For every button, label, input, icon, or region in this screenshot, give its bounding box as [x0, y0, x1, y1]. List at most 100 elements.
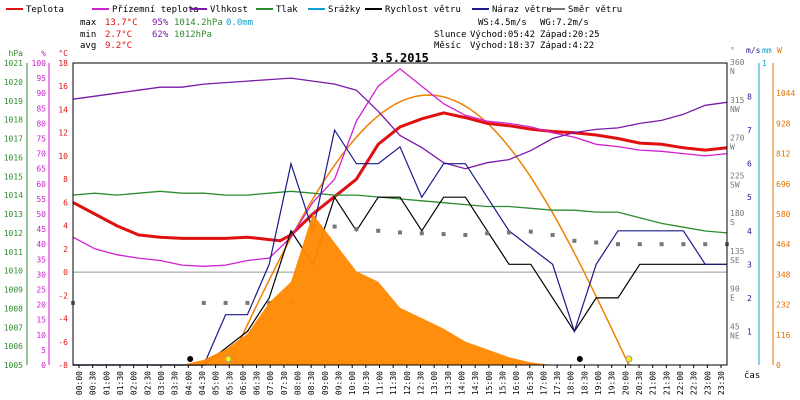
pct-axis-tick-label: 70	[36, 150, 46, 159]
pct-axis-tick-label: 10	[36, 331, 46, 340]
dir-tick-letter: SE	[730, 256, 740, 265]
wind-dir-point	[441, 232, 446, 237]
sunset-marker	[625, 355, 633, 363]
wm2-tick-label: 928	[776, 119, 791, 128]
sun-rise: Východ:05:42	[470, 30, 535, 40]
x-tick-label: 19:00	[594, 371, 603, 395]
moonrise-marker	[576, 356, 583, 362]
pct-axis-tick-label: 80	[36, 119, 46, 128]
hpa-axis-tick-label: 1018	[4, 116, 23, 125]
x-tick-label: 01:30	[116, 371, 125, 395]
x-tick-label: 10:00	[348, 371, 357, 395]
dir-tick-letter: SW	[730, 180, 740, 189]
pct-axis-tick-label: 90	[36, 89, 46, 98]
legend: Teplota Přízemní teplota Vlhkost Tlak Srážky…	[6, 5, 622, 15]
x-tick-label: 05:30	[225, 371, 234, 395]
dir-tick-label: 360	[730, 58, 745, 67]
dir-tick-label: 270	[730, 134, 745, 143]
legend-label: Srážky	[328, 5, 361, 15]
hpa-axis-unit: hPa	[9, 49, 24, 58]
ms-tick-label: 6	[747, 160, 752, 169]
wm2-tick-label: 464	[776, 240, 791, 249]
x-tick-label: 22:30	[690, 371, 699, 395]
pct-axis-tick-label: 15	[36, 316, 46, 325]
stat-min-press: 1012hPa	[174, 30, 212, 40]
wind-dir-point	[485, 231, 490, 236]
legend-label: Náraz větru	[492, 5, 552, 15]
x-tick-label: 02:00	[130, 371, 139, 395]
stat-max-rain: 0.0mm	[226, 18, 253, 28]
x-tick-label: 14:30	[471, 371, 480, 395]
wind-dir-point	[201, 300, 206, 305]
series-line	[72, 67, 728, 267]
dir-tick-label: 135	[730, 247, 745, 256]
x-tick-label: 17:30	[553, 371, 562, 395]
series-line	[73, 195, 727, 366]
wind-dir-point	[507, 230, 511, 235]
wm2-tick-label: 0	[776, 361, 781, 370]
x-tick-label: 10:30	[362, 371, 371, 395]
pct-axis-tick-label: 45	[36, 225, 46, 234]
hpa-axis-tick-label: 1021	[4, 59, 23, 68]
x-tick-label: 11:30	[389, 371, 398, 395]
x-tick-label: 12:30	[416, 371, 425, 395]
series-line	[73, 128, 727, 366]
temp-axis-tick-label: -8	[58, 361, 68, 370]
x-tick-label: 04:30	[198, 371, 207, 395]
x-tick-label: 22:00	[676, 371, 685, 395]
hpa-axis-tick-label: 1006	[4, 342, 23, 351]
dir-tick-label: 315	[730, 96, 745, 105]
dir-tick-letter: NW	[730, 105, 740, 114]
temp-axis-tick-label: 18	[58, 59, 68, 68]
stat-avg-temp: 9.2°C	[105, 41, 132, 51]
plot-area	[71, 67, 729, 366]
x-tick-label: 05:00	[212, 371, 221, 395]
wm2-tick-label: 232	[776, 301, 791, 310]
temp-axis-tick-label: -6	[58, 338, 68, 347]
ms-tick-label: 1	[747, 327, 752, 336]
x-tick-label: 06:30	[253, 371, 262, 395]
hpa-axis-tick-label: 1013	[4, 210, 23, 219]
x-tick-label: 23:00	[703, 371, 712, 395]
wind-dir-point	[223, 300, 228, 305]
hpa-axis-tick-label: 1007	[4, 323, 23, 332]
stat-max-hum: 95%	[152, 18, 169, 28]
stat-max-press: 1014.2hPa	[174, 18, 223, 28]
temp-axis-tick-label: 6	[63, 198, 68, 207]
wind-dir-point	[572, 238, 577, 243]
wind-dir-point	[637, 242, 642, 247]
x-tick-label: 12:00	[403, 371, 412, 395]
pct-axis-tick-label: 0	[41, 361, 46, 370]
pct-axis-tick-label: 30	[36, 270, 46, 279]
x-tick-label: 00:00	[75, 371, 84, 395]
pct-axis-tick-label: 40	[36, 240, 46, 249]
series-line	[72, 111, 728, 243]
wind-dir-point	[616, 242, 620, 247]
x-tick-label: 18:30	[580, 371, 589, 395]
dir-tick-label: 90	[730, 285, 740, 294]
x-tick-label: 00:30	[89, 371, 98, 395]
x-tick-label: 11:00	[376, 371, 385, 395]
x-tick-label: 20:00	[621, 371, 630, 395]
x-tick-label: 18:00	[567, 371, 576, 395]
dir-tick-label: 225	[730, 171, 745, 180]
legend-label: Teplota	[26, 5, 64, 15]
ms-tick-label: 3	[747, 260, 752, 269]
hpa-axis-tick-label: 1005	[4, 361, 23, 370]
wind-dir-point	[659, 242, 664, 247]
temp-axis-tick-label: 14	[58, 105, 68, 114]
pct-axis-tick-label: 100	[32, 59, 47, 68]
wind-dir-point	[332, 224, 337, 229]
wind-ws: WS:4.5m/s	[478, 18, 527, 28]
ms-tick-label: 2	[747, 294, 752, 303]
stats-panel: max 13.7°C 95% 1014.2hPa 0.0mm min 2.7°C…	[80, 18, 600, 51]
wind-dir-point	[681, 242, 686, 247]
stat-min-label: min	[80, 30, 96, 40]
temp-axis-tick-label: -4	[58, 315, 68, 324]
x-tick-label: 20:30	[635, 371, 644, 395]
ms-tick-label: 5	[747, 193, 752, 202]
x-tick-label: 21:00	[649, 371, 658, 395]
stat-max-temp: 13.7°C	[105, 18, 138, 28]
x-tick-label: 16:30	[526, 371, 535, 395]
x-tick-label: 13:30	[444, 371, 453, 395]
